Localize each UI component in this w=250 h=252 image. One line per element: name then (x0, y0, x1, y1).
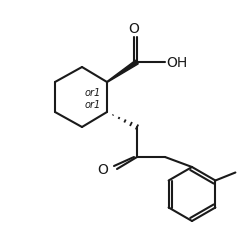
Text: or1: or1 (85, 88, 101, 98)
Text: O: O (128, 22, 140, 36)
Polygon shape (107, 61, 138, 83)
Text: O: O (97, 162, 108, 176)
Text: OH: OH (166, 56, 187, 70)
Text: or1: or1 (85, 100, 101, 110)
